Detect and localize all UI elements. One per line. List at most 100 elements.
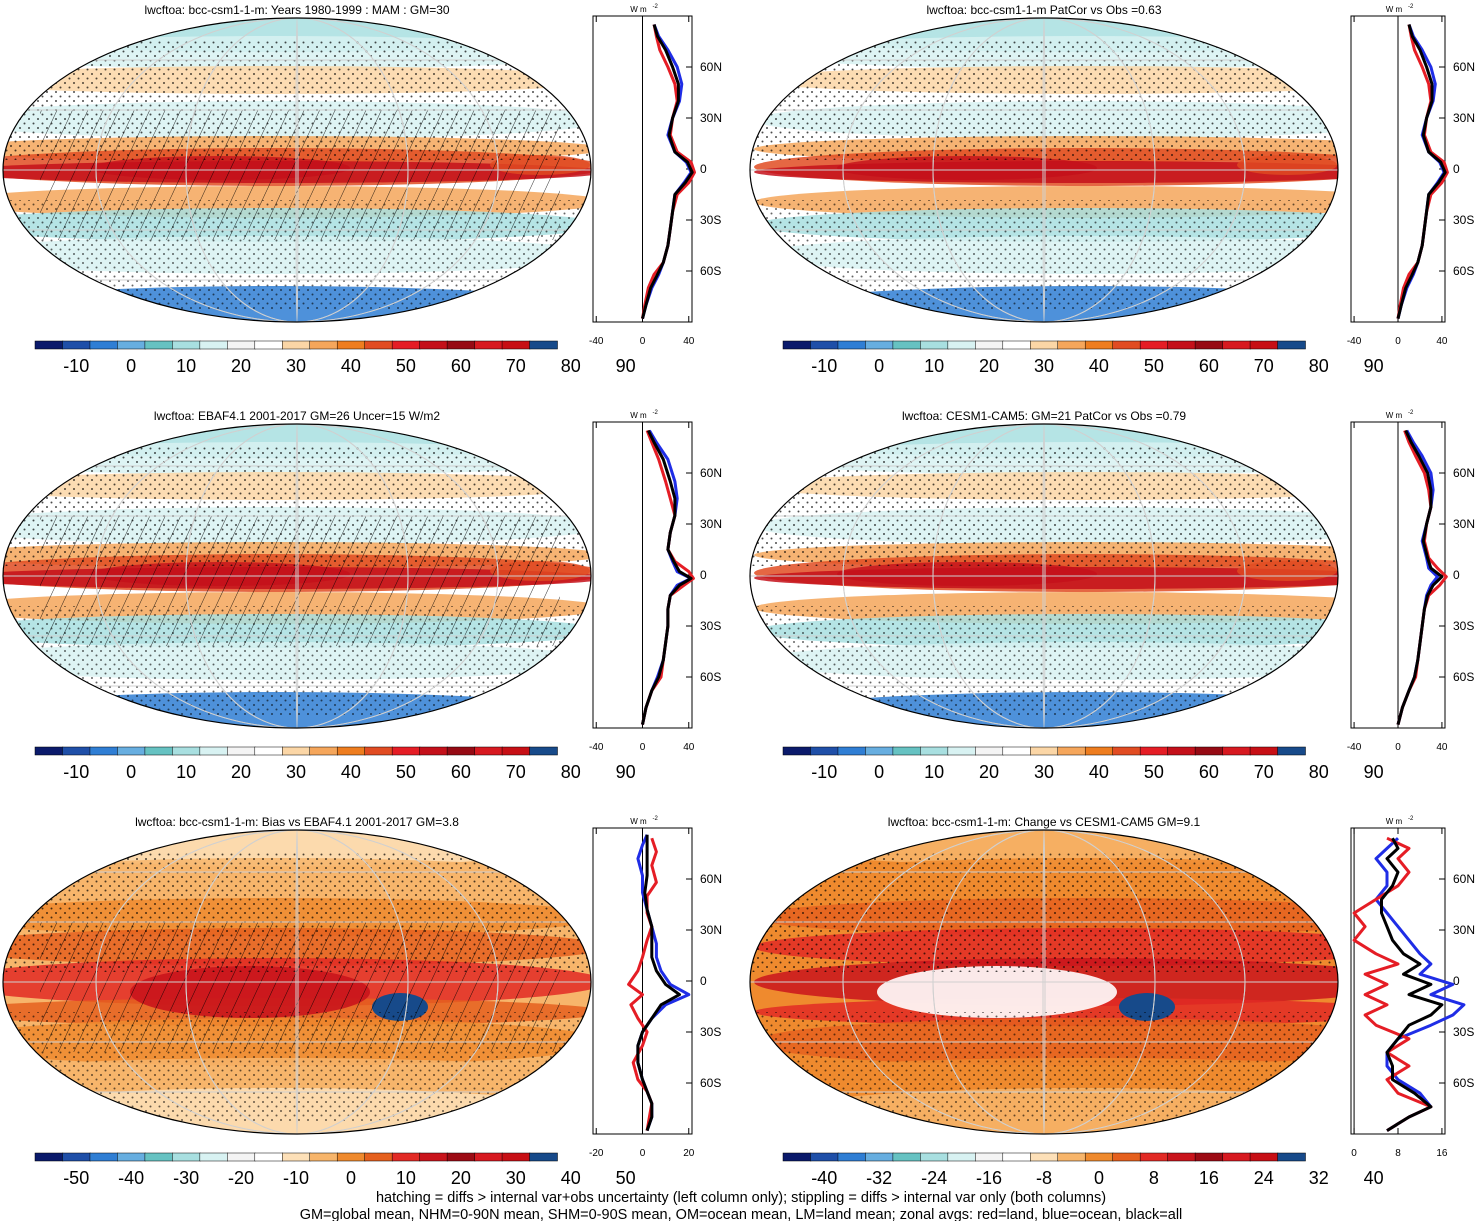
colorbar-tick-label: 30 (1034, 762, 1054, 782)
panel-6: lwcftoa: bcc-csm1-1-m: Change vs CESM1-C… (749, 815, 1475, 1188)
colorbar-swatch (1194, 746, 1224, 756)
colorbar-swatch (446, 746, 476, 756)
profile-lat-label: 60N (700, 60, 722, 74)
colorbar-swatch (117, 340, 146, 350)
colorbar-tick-label: 50 (396, 356, 416, 376)
zonal-line-all (636, 834, 681, 1132)
colorbar-tick-label: -20 (228, 1168, 254, 1188)
colorbar-tick-label: 20 (979, 356, 999, 376)
profile-x-tick-label: 0 (1395, 336, 1401, 347)
colorbar-swatch (474, 746, 503, 756)
profile-lat-label: 60N (700, 872, 722, 886)
colorbar-tick-label: 80 (1309, 762, 1329, 782)
zonal-profile: W m -2 -40 0 40 60N 30N 0 30S 60S (1347, 4, 1475, 347)
profile-x-tick-label: 40 (1436, 742, 1448, 753)
colorbar-swatch (336, 340, 366, 350)
colorbar-tick-label: 40 (1364, 1168, 1384, 1188)
profile-x-tick-label: 8 (1395, 1148, 1401, 1159)
profile-units: W m (1386, 411, 1403, 420)
profile-lat-label: 30N (1453, 923, 1475, 937)
colorbar-swatch (419, 340, 448, 350)
colorbar-swatch (282, 340, 311, 350)
colorbar-swatch (336, 1152, 366, 1162)
zonal-line-land (641, 24, 696, 319)
colorbar-swatch (782, 1152, 812, 1162)
colorbar-tick-label: 70 (506, 356, 526, 376)
profile-x-tick-label: 0 (1395, 742, 1401, 753)
colorbar-swatch (529, 1152, 558, 1162)
colorbar-swatch (892, 340, 922, 350)
profile-units-exponent: -2 (1408, 4, 1414, 10)
profile-lat-label: 0 (700, 568, 707, 582)
colorbar-tick-label: 30 (286, 356, 306, 376)
colorbar: -10 0 10 20 30 40 50 60 70 80 90 (34, 746, 636, 782)
colorbar: -10 0 10 20 30 40 50 60 70 80 90 (34, 340, 636, 376)
colorbar-swatch (837, 1152, 867, 1162)
colorbar-tick-label: 20 (451, 1168, 471, 1188)
map-outline (2, 17, 592, 323)
panel-title: lwcftoa: EBAF4.1 2001-2017 GM=26 Uncer=1… (154, 409, 440, 423)
profile-lat-label: 30S (1453, 619, 1474, 633)
profile-lat-label: 60N (1453, 466, 1475, 480)
colorbar-tick-label: 40 (1089, 356, 1109, 376)
colorbar: -40 -32 -24 -16 -8 0 8 16 24 32 40 (782, 1152, 1384, 1188)
colorbar-tick-label: 10 (176, 356, 196, 376)
colorbar-swatch (920, 746, 949, 756)
profile-lat-label: 30N (700, 517, 722, 531)
zonal-line-land (1352, 836, 1433, 1132)
colorbar-swatch (89, 1152, 119, 1162)
map-outline (749, 423, 1339, 729)
colorbar-tick-label: 70 (1254, 356, 1274, 376)
colorbar-swatch (1084, 746, 1114, 756)
colorbar-tick-label: 0 (874, 762, 884, 782)
robinson-map (749, 423, 1339, 729)
colorbar-tick-label: 50 (1144, 762, 1164, 782)
profile-units: W m (630, 817, 647, 826)
panel-1: lwcftoa: bcc-csm1-1-m: Years 1980-1999 :… (2, 3, 722, 376)
colorbar-tick-label: -10 (283, 1168, 309, 1188)
colorbar-swatch (865, 340, 894, 350)
colorbar-tick-label: -40 (118, 1168, 144, 1188)
zonal-line-land (1396, 24, 1449, 319)
colorbar-swatch (501, 746, 531, 756)
colorbar-swatch (172, 340, 201, 350)
colorbar-swatch (62, 746, 91, 756)
colorbar-tick-label: 20 (231, 356, 251, 376)
profile-lat-label: 30S (1453, 1025, 1474, 1039)
profile-lat-label: 0 (700, 162, 707, 176)
colorbar-swatch (1139, 1152, 1169, 1162)
zonal-line-ocean (1374, 837, 1466, 1132)
profile-x-tick-label: 0 (640, 336, 646, 347)
colorbar-swatch (975, 340, 1004, 350)
profile-units-exponent: -2 (653, 816, 659, 822)
colorbar: -50 -40 -30 -20 -10 0 10 20 30 40 50 (34, 1152, 636, 1188)
footer-line-1: hatching = diffs > internal var+obs unce… (376, 1190, 1106, 1206)
panel-title: lwcftoa: bcc-csm1-1-m: Change vs CESM1-C… (888, 815, 1201, 829)
colorbar-tick-label: 0 (126, 762, 136, 782)
panel-title: lwcftoa: CESM1-CAM5: GM=21 PatCor vs Obs… (902, 409, 1186, 423)
colorbar-swatch (419, 746, 448, 756)
profile-lat-label: 30S (700, 619, 721, 633)
colorbar-swatch (364, 1152, 393, 1162)
profile-units-exponent: -2 (1408, 410, 1414, 416)
colorbar-tick-label: 60 (1199, 762, 1219, 782)
colorbar-swatch (117, 746, 146, 756)
map-outline (2, 423, 592, 729)
colorbar-swatch (865, 746, 894, 756)
zonal-profile: W m -2 0 8 16 60N 30N 0 30S 60S (1350, 816, 1475, 1159)
colorbar-swatch (254, 1152, 284, 1162)
profile-lat-label: 30N (1453, 111, 1475, 125)
colorbar-tick-label: -10 (811, 762, 837, 782)
zonal-line-all (1396, 429, 1444, 725)
colorbar-swatch (391, 340, 421, 350)
colorbar-swatch (501, 340, 531, 350)
colorbar-swatch (227, 340, 256, 350)
colorbar-swatch (865, 1152, 894, 1162)
colorbar-tick-label: 40 (341, 356, 361, 376)
footer-line-2: GM=global mean, NHM=0-90N mean, SHM=0-90… (300, 1207, 1183, 1221)
colorbar-swatch (947, 340, 977, 350)
colorbar-swatch (1057, 340, 1086, 350)
panel-4: lwcftoa: CESM1-CAM5: GM=21 PatCor vs Obs… (749, 409, 1475, 782)
colorbar-swatch (810, 746, 839, 756)
colorbar-swatch (1277, 1152, 1306, 1162)
